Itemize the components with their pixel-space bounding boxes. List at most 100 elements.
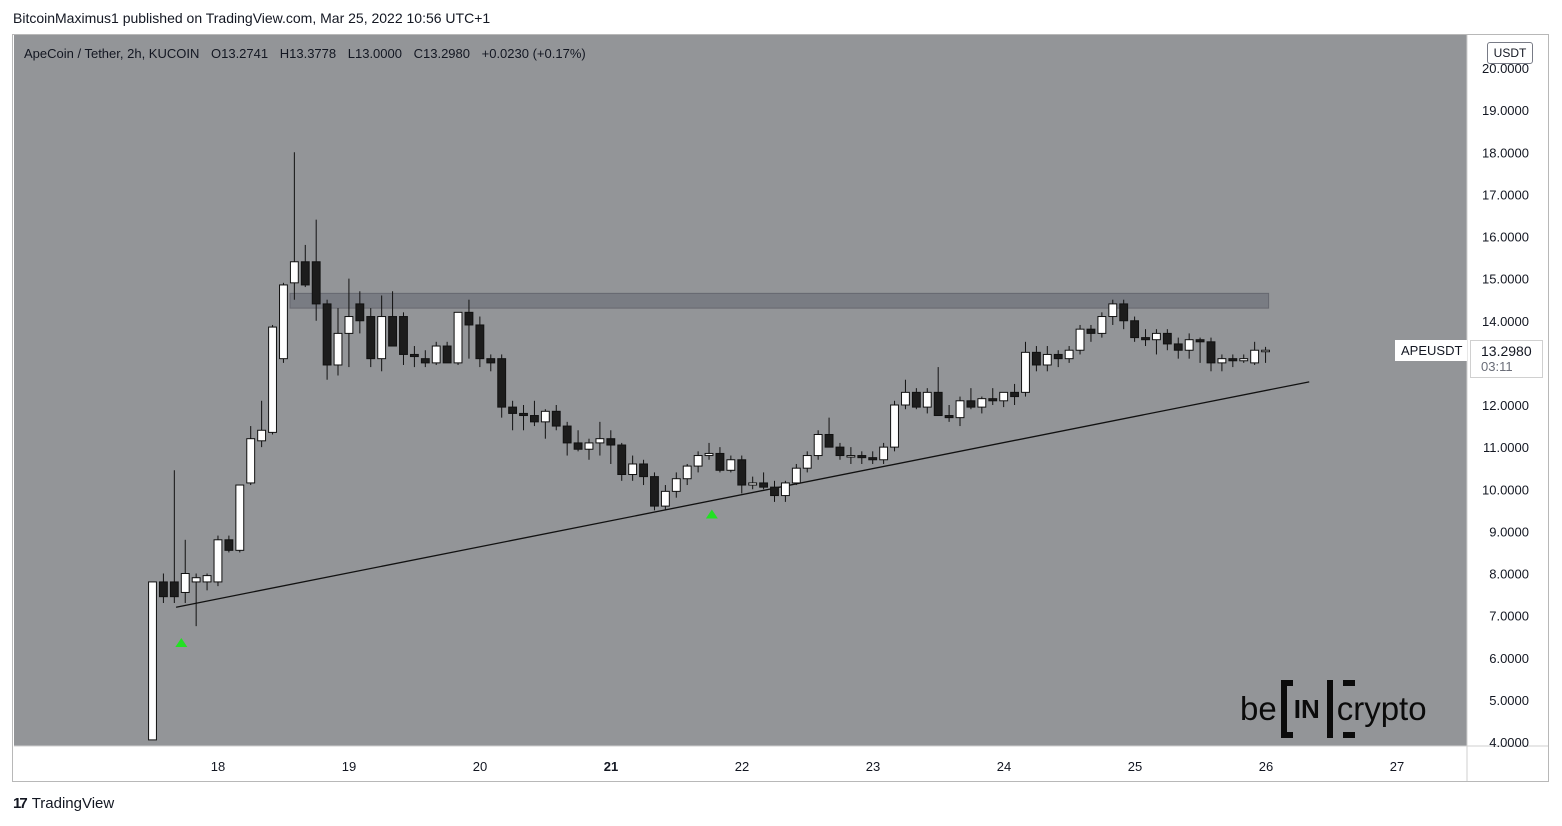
candle-body	[824, 433, 834, 448]
candle-body	[671, 478, 681, 492]
candle-body	[835, 446, 845, 457]
candle-body	[584, 442, 594, 450]
x-tick-label: 21	[604, 759, 618, 774]
y-tick-label: 15.0000	[1482, 272, 1529, 287]
watermark-left: be	[1240, 690, 1277, 727]
candle-body	[617, 444, 627, 476]
candle-body	[868, 457, 878, 461]
symbol-legend[interactable]: ApeCoin / Tether, 2h, KUCOIN O13.2741 H1…	[24, 46, 586, 61]
candle-body	[1173, 343, 1183, 351]
y-tick-label: 19.0000	[1482, 103, 1529, 118]
tradingview-logo-icon: 17	[13, 795, 28, 812]
up-arrow-marker-icon	[705, 509, 718, 519]
candle-body	[922, 391, 932, 408]
x-tick-label: 23	[866, 759, 880, 774]
candle-body	[999, 391, 1009, 402]
candle-body	[1228, 358, 1238, 362]
candle-body	[1086, 328, 1096, 334]
y-tick-label: 6.0000	[1489, 651, 1529, 666]
candle-body	[453, 311, 463, 364]
candle-body	[388, 316, 397, 347]
candle-body	[246, 438, 256, 484]
candle-body	[355, 303, 365, 322]
x-tick-label: 19	[342, 759, 356, 774]
candle-body	[1075, 328, 1085, 351]
candle-body	[1108, 303, 1118, 318]
candle-body	[377, 316, 387, 360]
candle-body	[1031, 351, 1041, 366]
candle-body	[737, 459, 747, 486]
candle-body	[1064, 349, 1074, 360]
candle-body	[650, 476, 659, 507]
candle-body	[933, 391, 943, 417]
symbol-title: ApeCoin / Tether, 2h, KUCOIN	[24, 46, 200, 61]
y-tick-label: 16.0000	[1482, 230, 1529, 245]
candle-body	[791, 467, 801, 484]
candle-body	[442, 345, 452, 364]
candle-body	[530, 415, 539, 423]
candle-body	[966, 400, 976, 408]
last-price-tag: 13.2980 03:11	[1470, 340, 1543, 378]
candle-body	[551, 410, 561, 427]
candle-body	[780, 482, 790, 497]
close-value: 13.2980	[423, 46, 470, 61]
candle-body	[606, 438, 616, 446]
candle-body	[846, 455, 856, 458]
candle-body	[1261, 349, 1270, 353]
candle-body	[268, 326, 277, 433]
y-tick-label: 12.0000	[1482, 398, 1529, 413]
candle-body	[1097, 316, 1107, 334]
candle-body	[333, 332, 343, 366]
y-tick-label: 5.0000	[1489, 693, 1529, 708]
symbol-price-tag: APEUSDT	[1395, 340, 1467, 361]
candle-body	[890, 404, 899, 448]
x-tick-label: 26	[1259, 759, 1273, 774]
candle-body	[497, 358, 507, 408]
candle-body	[409, 353, 419, 358]
watermark-right: crypto	[1336, 690, 1427, 727]
candle-body	[911, 391, 921, 408]
y-tick-label: 8.0000	[1489, 567, 1529, 582]
candle-body	[1206, 341, 1216, 364]
candle-body	[977, 398, 987, 408]
high-label: H	[279, 46, 290, 61]
candle-body	[486, 358, 496, 364]
close-label: C	[413, 46, 423, 61]
candle-body	[1250, 349, 1260, 364]
candle-body	[857, 455, 867, 459]
candle-body	[1141, 337, 1150, 341]
candle-body	[628, 463, 638, 476]
candle-body	[1053, 353, 1063, 360]
candle-body	[169, 581, 179, 598]
x-tick-label: 18	[211, 759, 225, 774]
candle-body	[682, 465, 692, 480]
candle-body	[595, 438, 605, 444]
candle-body	[420, 358, 430, 364]
y-tick-label: 17.0000	[1482, 187, 1529, 202]
y-tick-label: 18.0000	[1482, 145, 1529, 160]
tradingview-brand: TradingView	[31, 795, 115, 812]
candle-body	[475, 324, 485, 360]
candle-body	[944, 415, 954, 419]
candle-body	[759, 482, 769, 488]
currency-unit-button[interactable]: USDT	[1487, 42, 1533, 64]
candle-body	[1152, 332, 1161, 341]
publisher-credit: BitcoinMaximus1 published on TradingView…	[13, 10, 491, 26]
beincrypto-watermark: be IN crypto	[1240, 678, 1427, 740]
candle-body	[235, 484, 245, 551]
candle-body	[1162, 332, 1172, 345]
y-tick-label: 20.0000	[1482, 61, 1529, 76]
candle-body	[715, 452, 725, 471]
candle-body	[813, 433, 823, 457]
change-value: +0.0230 (+0.17%)	[481, 46, 586, 61]
candle-body	[1119, 303, 1129, 322]
candle-body	[148, 581, 157, 741]
tradingview-footer[interactable]: 17 TradingView	[13, 795, 114, 812]
candle-body	[1021, 351, 1030, 393]
ascending-support-line	[175, 381, 1310, 608]
open-value: 13.2741	[221, 46, 269, 61]
candle-body	[1217, 358, 1227, 364]
candle-body	[1184, 339, 1194, 351]
candle-body	[1195, 339, 1205, 343]
